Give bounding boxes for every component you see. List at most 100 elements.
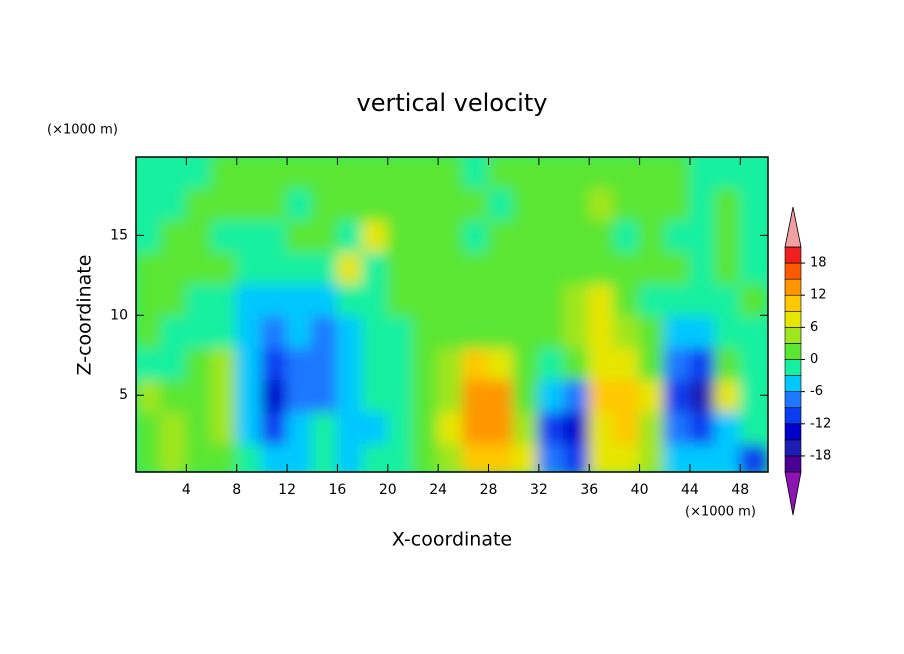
contour-cell bbox=[739, 314, 767, 349]
contour-cell bbox=[688, 378, 717, 413]
contour-cell bbox=[136, 410, 163, 445]
contour-cell bbox=[185, 442, 213, 472]
contour-cell bbox=[210, 186, 238, 221]
colorbar-band bbox=[784, 327, 802, 344]
plot-clip bbox=[136, 157, 767, 472]
contour-cell bbox=[286, 218, 314, 253]
contour-cell bbox=[588, 218, 616, 253]
contour-cell bbox=[537, 346, 566, 381]
contour-cell bbox=[136, 186, 163, 221]
contour-cell bbox=[210, 346, 238, 381]
contour-cell bbox=[210, 218, 238, 253]
y-axis-label: Z-coordinate bbox=[74, 255, 96, 376]
colorbar-band bbox=[784, 439, 802, 457]
contour-cell bbox=[437, 378, 465, 413]
contour-cell bbox=[638, 346, 666, 381]
contour-cell bbox=[336, 218, 364, 253]
colorbar-band bbox=[784, 359, 802, 376]
colorbar-band bbox=[784, 310, 802, 328]
contour-cell bbox=[411, 157, 440, 189]
contour-cell bbox=[512, 250, 540, 285]
contour-cell bbox=[185, 410, 213, 445]
contour-cell bbox=[638, 218, 666, 253]
contour-cell bbox=[638, 314, 666, 349]
contour-cell bbox=[160, 157, 188, 189]
contour-cell bbox=[563, 346, 591, 381]
colorbar-band bbox=[784, 391, 802, 409]
contour-cell bbox=[588, 282, 616, 317]
contour-cell bbox=[386, 314, 414, 349]
contour-cell bbox=[563, 218, 591, 253]
contour-cell bbox=[537, 157, 566, 189]
x-tick-label: 40 bbox=[631, 482, 649, 498]
contour-cell bbox=[411, 186, 440, 221]
contour-cell bbox=[487, 282, 515, 317]
contour-cell bbox=[311, 314, 339, 349]
contour-cell bbox=[563, 157, 591, 189]
contour-cell bbox=[563, 442, 591, 472]
contour-cell bbox=[739, 410, 767, 445]
contour-cell bbox=[185, 250, 213, 285]
contour-cell bbox=[361, 346, 389, 381]
colorbar-band bbox=[784, 375, 802, 392]
contour-cell bbox=[260, 442, 289, 472]
contour-cell bbox=[311, 410, 339, 445]
contour-cell bbox=[739, 442, 767, 472]
colorbar-band bbox=[784, 343, 802, 360]
contour-cell bbox=[688, 282, 717, 317]
contour-cell bbox=[235, 250, 263, 285]
contour-cell bbox=[714, 157, 742, 189]
contour-cell bbox=[613, 314, 641, 349]
contour-cell bbox=[537, 250, 566, 285]
contour-cell bbox=[160, 442, 188, 472]
contour-cell bbox=[487, 442, 515, 472]
contour-cell bbox=[160, 410, 188, 445]
contour-cell bbox=[739, 282, 767, 317]
contour-cell bbox=[286, 157, 314, 189]
contour-cell bbox=[386, 186, 414, 221]
contour-cell bbox=[311, 442, 339, 472]
colorbar-tick-label: 18 bbox=[810, 256, 827, 271]
contour-cell bbox=[663, 442, 691, 472]
contour-cell bbox=[437, 250, 465, 285]
contour-cell bbox=[311, 250, 339, 285]
contour-cell bbox=[588, 157, 616, 189]
contour-cell bbox=[235, 314, 263, 349]
contour-cell bbox=[361, 250, 389, 285]
colorbar-band bbox=[784, 262, 802, 280]
contour-cell bbox=[512, 410, 540, 445]
contour-cell bbox=[512, 157, 540, 189]
contour-cell bbox=[260, 410, 289, 445]
x-tick-label: 32 bbox=[530, 482, 548, 498]
contour-cell bbox=[235, 378, 263, 413]
contour-cell bbox=[487, 378, 515, 413]
contour-cell bbox=[663, 378, 691, 413]
contour-cell bbox=[739, 346, 767, 381]
contour-cell bbox=[462, 346, 490, 381]
contour-cell bbox=[462, 282, 490, 317]
contour-cell bbox=[411, 250, 440, 285]
contour-cell bbox=[235, 282, 263, 317]
contour-cell bbox=[613, 378, 641, 413]
contour-cell bbox=[311, 346, 339, 381]
contour-cell bbox=[336, 314, 364, 349]
contour-cell bbox=[437, 410, 465, 445]
contour-cell bbox=[286, 442, 314, 472]
contour-cell bbox=[286, 314, 314, 349]
contour-cell bbox=[437, 186, 465, 221]
contour-cell bbox=[512, 442, 540, 472]
x-tick-label: 36 bbox=[580, 482, 598, 498]
contour-cell bbox=[588, 314, 616, 349]
contour-cell bbox=[537, 282, 566, 317]
contour-cell bbox=[663, 186, 691, 221]
contour-cell bbox=[235, 442, 263, 472]
contour-cell bbox=[462, 314, 490, 349]
contour-cell bbox=[588, 250, 616, 285]
contour-cell bbox=[336, 186, 364, 221]
contour-cell bbox=[512, 378, 540, 413]
contour-cell bbox=[361, 157, 389, 189]
contour-cell bbox=[462, 186, 490, 221]
colorbar-tick-label: -12 bbox=[810, 416, 831, 431]
contour-cell bbox=[638, 282, 666, 317]
